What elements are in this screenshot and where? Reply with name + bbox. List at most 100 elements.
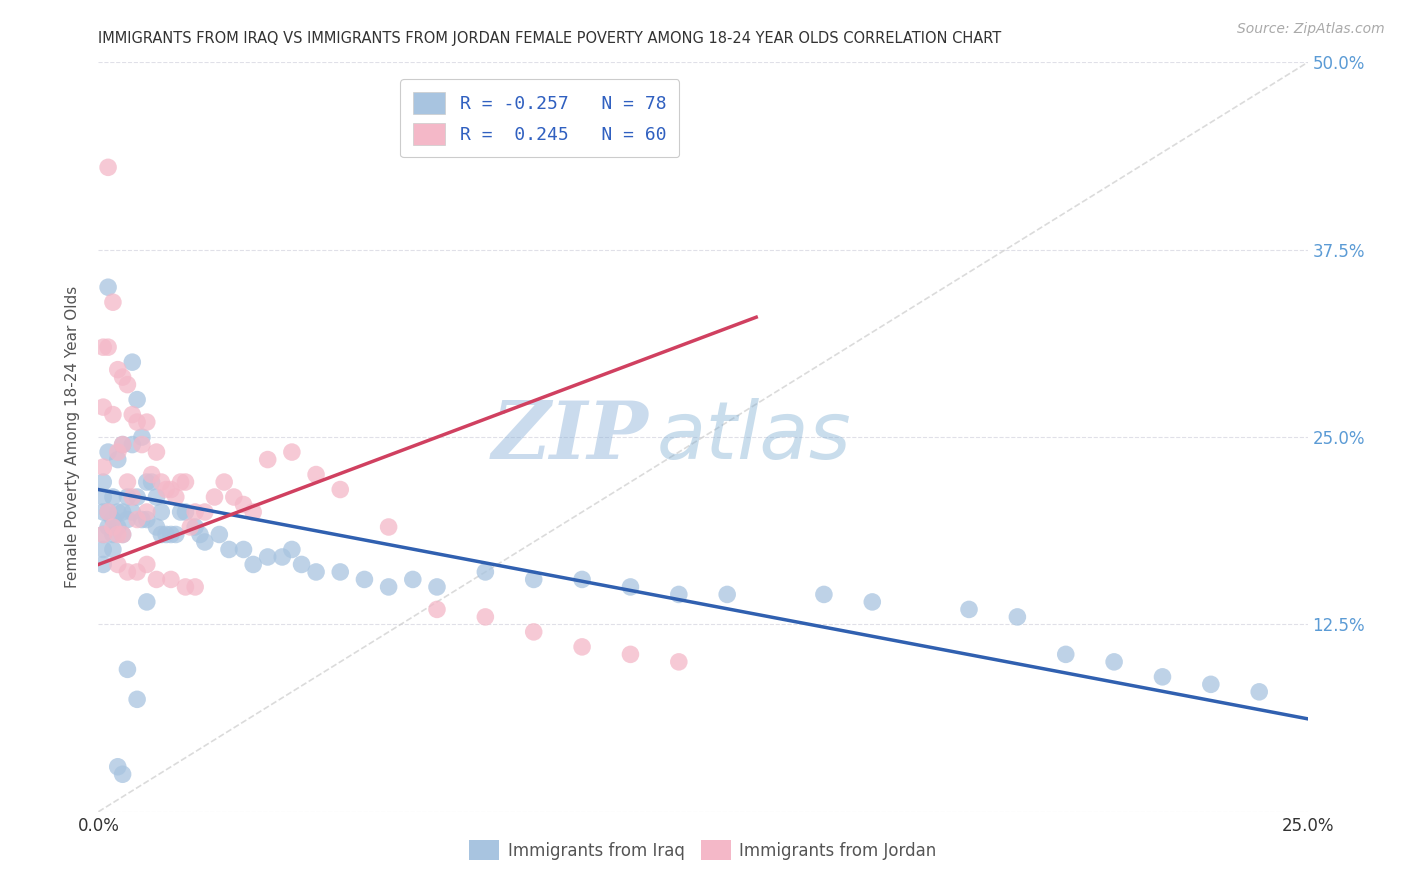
Point [232, 542, 254, 557]
Text: ZIP: ZIP [492, 399, 648, 475]
Point [179, 520, 201, 534]
Point [135, 512, 157, 526]
Point [619, 580, 641, 594]
Point [145, 490, 167, 504]
Point [101, 295, 124, 310]
Point [117, 475, 139, 489]
Point [242, 558, 264, 572]
Point [329, 565, 352, 579]
Point [111, 437, 134, 451]
Point [107, 558, 129, 572]
Point [97, 340, 120, 354]
Point [813, 587, 835, 601]
Point [169, 505, 191, 519]
Point [281, 445, 304, 459]
Point [117, 490, 139, 504]
Point [212, 475, 235, 489]
Point [377, 520, 399, 534]
Point [127, 415, 149, 429]
Text: IMMIGRANTS FROM IRAQ VS IMMIGRANTS FROM JORDAN FEMALE POVERTY AMONG 18-24 YEAR O: IMMIGRANTS FROM IRAQ VS IMMIGRANTS FROM … [98, 31, 1001, 46]
Point [97, 280, 120, 294]
Point [426, 580, 449, 594]
Point [101, 490, 124, 504]
Point [111, 437, 134, 451]
Point [523, 573, 546, 587]
Point [281, 542, 304, 557]
Point [101, 520, 124, 534]
Point [174, 580, 197, 594]
Point [271, 549, 294, 564]
Point [127, 512, 149, 526]
Point [107, 760, 129, 774]
Point [97, 161, 120, 175]
Point [242, 505, 264, 519]
Point [145, 573, 167, 587]
Point [329, 483, 352, 497]
Point [127, 692, 149, 706]
Point [377, 580, 399, 594]
Text: atlas: atlas [657, 398, 852, 476]
Point [91, 340, 114, 354]
Point [117, 377, 139, 392]
Point [256, 549, 278, 564]
Point [121, 437, 143, 451]
Point [1152, 670, 1174, 684]
Legend: Immigrants from Iraq, Immigrants from Jordan: Immigrants from Iraq, Immigrants from Jo… [463, 833, 943, 867]
Point [91, 505, 114, 519]
Point [523, 624, 546, 639]
Point [131, 512, 153, 526]
Point [135, 595, 157, 609]
Point [571, 640, 593, 654]
Point [169, 475, 191, 489]
Point [290, 558, 312, 572]
Point [117, 662, 139, 676]
Point [97, 445, 120, 459]
Point [160, 483, 183, 497]
Point [474, 565, 496, 579]
Point [111, 505, 134, 519]
Point [135, 558, 157, 572]
Point [141, 475, 163, 489]
Point [716, 587, 738, 601]
Point [668, 655, 690, 669]
Point [91, 542, 114, 557]
Point [111, 370, 134, 384]
Point [150, 505, 173, 519]
Point [107, 445, 129, 459]
Point [111, 767, 134, 781]
Point [208, 527, 231, 541]
Point [474, 610, 496, 624]
Point [101, 542, 124, 557]
Point [107, 505, 129, 519]
Point [117, 512, 139, 526]
Text: Source: ZipAtlas.com: Source: ZipAtlas.com [1237, 22, 1385, 37]
Point [194, 535, 217, 549]
Point [174, 505, 197, 519]
Point [127, 565, 149, 579]
Point [232, 498, 254, 512]
Y-axis label: Female Poverty Among 18-24 Year Olds: Female Poverty Among 18-24 Year Olds [65, 286, 80, 588]
Point [256, 452, 278, 467]
Point [91, 475, 114, 489]
Point [160, 527, 183, 541]
Point [107, 527, 129, 541]
Point [121, 408, 143, 422]
Point [222, 490, 245, 504]
Point [121, 355, 143, 369]
Point [174, 475, 197, 489]
Point [127, 392, 149, 407]
Point [402, 573, 425, 587]
Point [150, 527, 173, 541]
Point [184, 505, 207, 519]
Point [91, 400, 114, 414]
Point [184, 580, 207, 594]
Point [121, 490, 143, 504]
Point [1199, 677, 1222, 691]
Point [135, 505, 157, 519]
Point [165, 490, 187, 504]
Point [184, 520, 207, 534]
Point [101, 512, 124, 526]
Point [107, 452, 129, 467]
Point [107, 362, 129, 376]
Point [194, 505, 217, 519]
